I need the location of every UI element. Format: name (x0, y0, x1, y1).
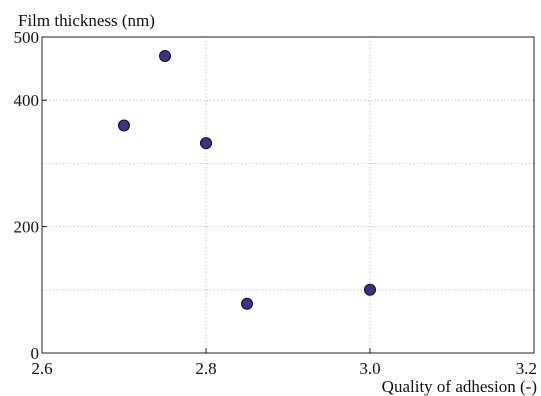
data-point (159, 49, 171, 62)
data-point (200, 137, 212, 150)
y-tick-label: 200 (14, 218, 40, 237)
y-tick-label: 500 (14, 28, 40, 47)
y-tick-label: 0 (31, 344, 40, 363)
data-point (364, 283, 376, 296)
x-axis-label: Quality of adhesion (-) (382, 377, 537, 396)
data-point (241, 297, 253, 310)
x-tick-label: 2.8 (195, 359, 216, 378)
x-tick-label: 2.6 (31, 359, 52, 378)
axis-ticks: 0 200 400 500 2.6 2.8 3.0 3.2 (14, 28, 538, 378)
data-points (118, 49, 376, 310)
plot-frame (41, 36, 535, 354)
x-tick-label: 3.2 (516, 359, 537, 378)
y-tick-label: 400 (14, 91, 40, 110)
data-point (118, 119, 130, 132)
y-axis-label: Film thickness (nm) (18, 11, 155, 30)
x-tick-label: 3.0 (359, 359, 380, 378)
grid-lines (42, 36, 534, 353)
